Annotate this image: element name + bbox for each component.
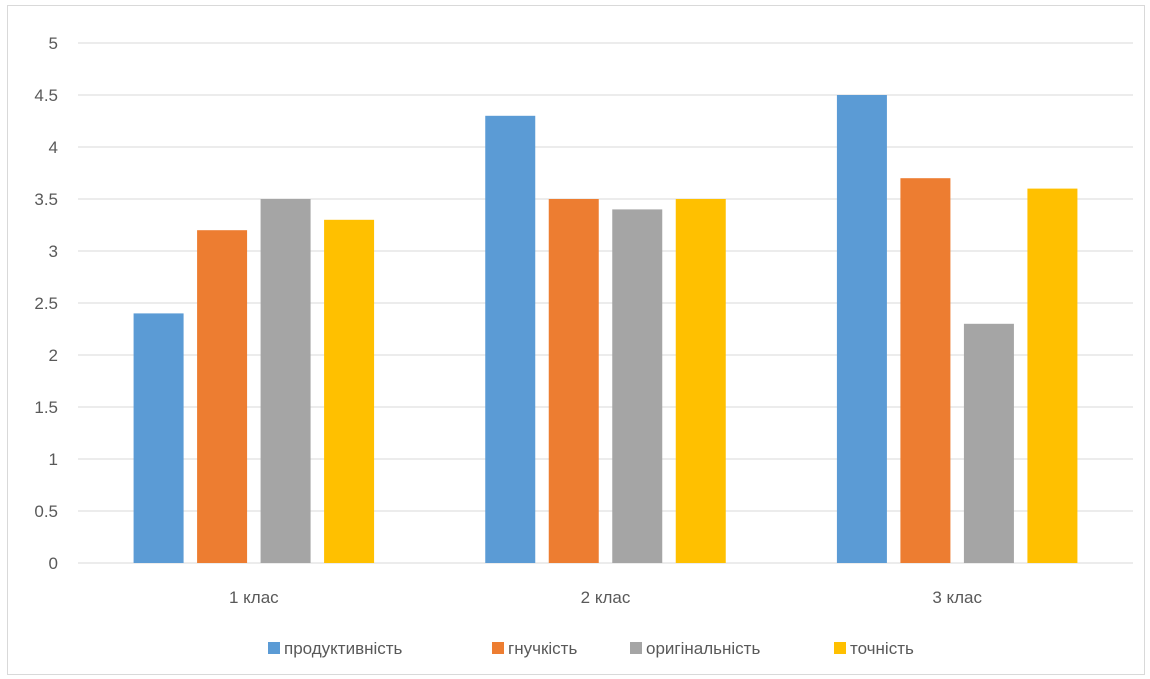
y-tick-label: 2.5 — [34, 294, 58, 313]
y-tick-label: 0.5 — [34, 502, 58, 521]
bar-2-3 — [900, 178, 951, 563]
y-tick-label: 4.5 — [34, 86, 58, 105]
legend-label: продуктивність — [284, 639, 403, 658]
legend-item[interactable]: продуктивність — [268, 639, 403, 658]
bar-3-1 — [260, 199, 311, 563]
bar-3-2 — [612, 209, 663, 563]
y-tick-label: 1.5 — [34, 398, 58, 417]
legend-label: гнучкість — [508, 639, 577, 658]
y-tick-label: 0 — [49, 554, 58, 573]
legend-item[interactable]: точність — [834, 639, 914, 658]
y-tick-label: 3.5 — [34, 190, 58, 209]
x-axis-ticks: 1 клас 2 клас 3 клас — [229, 588, 983, 607]
y-axis-ticks: 0 0.5 1 1.5 2 2.5 3 3.5 4 4.5 5 — [34, 34, 58, 573]
legend-label: оригінальність — [646, 639, 760, 658]
legend-item[interactable]: оригінальність — [630, 639, 760, 658]
bar-3-3 — [963, 323, 1014, 563]
legend-label: точність — [850, 639, 914, 658]
y-tick-label: 5 — [49, 34, 58, 53]
legend-swatch — [268, 642, 280, 654]
x-tick-label: 3 клас — [932, 588, 982, 607]
bar-2-1 — [197, 230, 248, 563]
y-tick-label: 3 — [49, 242, 58, 261]
legend[interactable]: продуктивність гнучкість оригінальність точ… — [268, 639, 914, 658]
bar-2-2 — [548, 199, 599, 563]
x-tick-label: 1 клас — [229, 588, 279, 607]
chart-frame: 0 0.5 1 1.5 2 2.5 3 3.5 4 4.5 5 1 клас 2 клас 3 клас… — [7, 5, 1145, 675]
bars — [133, 95, 1078, 564]
bar-4-2 — [675, 199, 726, 563]
y-tick-label: 2 — [49, 346, 58, 365]
y-tick-label: 1 — [49, 450, 58, 469]
legend-swatch — [492, 642, 504, 654]
legend-item[interactable]: гнучкість — [492, 639, 577, 658]
bar-1-3 — [836, 95, 887, 563]
gridlines — [78, 42, 1133, 564]
bar-1-1 — [133, 313, 184, 563]
bar-4-3 — [1027, 188, 1078, 563]
legend-swatch — [834, 642, 846, 654]
y-tick-label: 4 — [49, 138, 58, 157]
legend-swatch — [630, 642, 642, 654]
bar-4-1 — [324, 219, 375, 564]
bar-chart: 0 0.5 1 1.5 2 2.5 3 3.5 4 4.5 5 1 клас 2 клас 3 клас… — [34, 34, 1133, 658]
x-tick-label: 2 клас — [581, 588, 631, 607]
bar-1-2 — [485, 115, 536, 564]
